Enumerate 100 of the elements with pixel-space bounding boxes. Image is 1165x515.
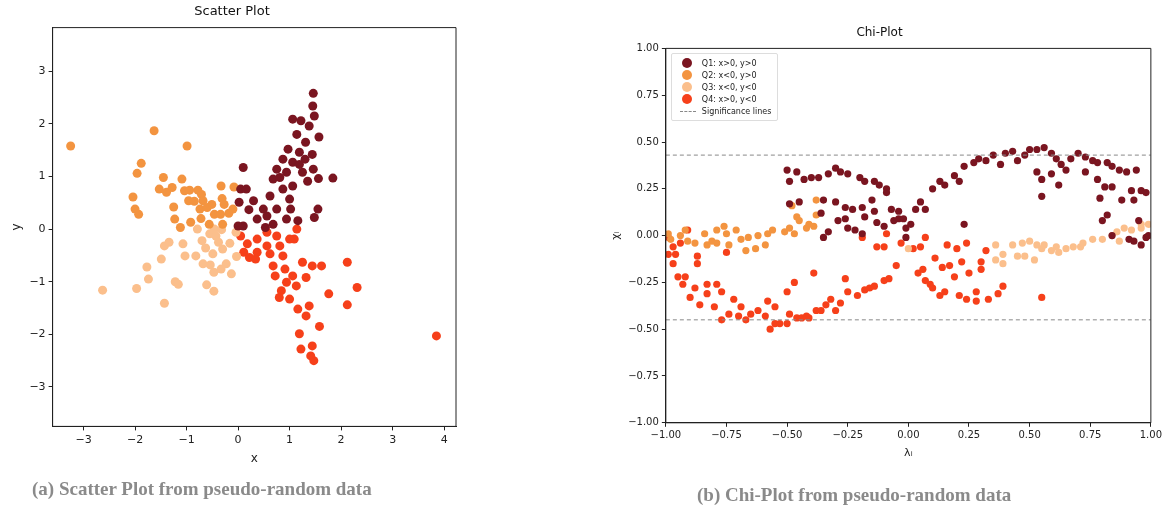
point <box>294 159 304 169</box>
point <box>1026 237 1034 245</box>
point <box>272 204 282 214</box>
point <box>301 311 311 321</box>
y-tick-label: −1 <box>29 274 46 288</box>
point <box>665 230 672 238</box>
point <box>218 219 228 229</box>
point <box>180 251 190 261</box>
x-tick-label: 0.50 <box>1018 429 1041 441</box>
point <box>992 241 1000 249</box>
point <box>1013 252 1022 260</box>
point <box>328 173 338 183</box>
point <box>1033 241 1041 249</box>
point <box>185 185 195 195</box>
point <box>262 211 272 221</box>
point <box>234 197 244 207</box>
y-tick-label: 1.00 <box>636 41 659 53</box>
point <box>713 226 721 234</box>
point <box>999 260 1007 268</box>
point <box>225 238 235 248</box>
point <box>317 261 327 271</box>
point <box>293 216 303 226</box>
point <box>216 181 226 191</box>
point <box>291 281 301 291</box>
point <box>161 187 171 197</box>
point <box>722 230 731 238</box>
x-axis-title: x <box>250 450 258 465</box>
point <box>307 261 317 271</box>
point <box>226 269 236 279</box>
point <box>342 257 352 267</box>
point <box>169 202 179 212</box>
point <box>904 245 912 253</box>
y-tick-label: 1 <box>38 169 46 183</box>
point <box>182 141 192 151</box>
point <box>1069 243 1077 251</box>
point <box>297 167 307 177</box>
y-tick-label: −2 <box>29 327 46 341</box>
x-tick-label: −0.50 <box>771 429 803 441</box>
point <box>303 176 313 186</box>
y-tick-label: −0.75 <box>628 369 659 381</box>
point <box>156 254 166 264</box>
point <box>221 259 231 269</box>
point <box>1009 241 1017 249</box>
x-tick-label: −0.75 <box>711 429 742 441</box>
point <box>751 245 760 253</box>
point <box>304 121 314 131</box>
point <box>992 256 1000 264</box>
point <box>732 226 740 234</box>
point <box>136 158 146 168</box>
point <box>207 199 217 209</box>
point <box>143 274 153 284</box>
point <box>761 241 769 249</box>
text: (a) Scatter Plot from pseudo-random data <box>32 478 372 500</box>
x-tick-label: 0.00 <box>897 429 920 441</box>
point <box>249 196 259 206</box>
point <box>296 344 306 354</box>
point <box>754 232 762 240</box>
point <box>293 304 303 314</box>
point <box>1052 243 1060 251</box>
x-tick-label: 2 <box>337 432 345 446</box>
point <box>244 205 254 215</box>
point <box>268 261 278 271</box>
point <box>265 191 275 201</box>
x-tick-label: −1 <box>178 432 195 446</box>
point <box>262 241 272 251</box>
point <box>307 341 317 351</box>
point <box>795 217 803 225</box>
point <box>66 141 76 151</box>
point <box>781 228 789 236</box>
point <box>314 321 324 331</box>
y-tick-label: 0 <box>38 221 46 235</box>
point <box>713 239 721 247</box>
point <box>219 199 229 209</box>
point <box>701 230 709 238</box>
x-tick-label: 3 <box>389 432 397 446</box>
point <box>218 244 228 254</box>
text: (b) Chi-Plot from pseudo-random data <box>697 484 1012 506</box>
point <box>274 293 284 302</box>
y-tick-label: 0.25 <box>636 182 659 194</box>
point <box>98 285 108 295</box>
point <box>265 249 275 259</box>
x-tick-label: 0 <box>234 432 242 446</box>
x-axis-title: λᵢ <box>904 446 913 460</box>
point <box>177 174 187 184</box>
point <box>999 250 1007 258</box>
point <box>1018 239 1026 247</box>
point <box>276 286 286 296</box>
point <box>294 329 304 339</box>
point <box>309 111 319 121</box>
point <box>252 234 262 244</box>
x-tick-label: 0.25 <box>957 429 981 441</box>
point <box>159 298 169 308</box>
y-axis-title: y <box>9 223 24 231</box>
point <box>201 243 211 253</box>
point <box>128 192 138 202</box>
legend-label: Q4: x>0, y<0 <box>701 94 757 104</box>
point <box>242 239 252 249</box>
y-tick-label: −1.00 <box>628 416 659 428</box>
point <box>725 241 733 249</box>
point <box>1144 220 1151 228</box>
